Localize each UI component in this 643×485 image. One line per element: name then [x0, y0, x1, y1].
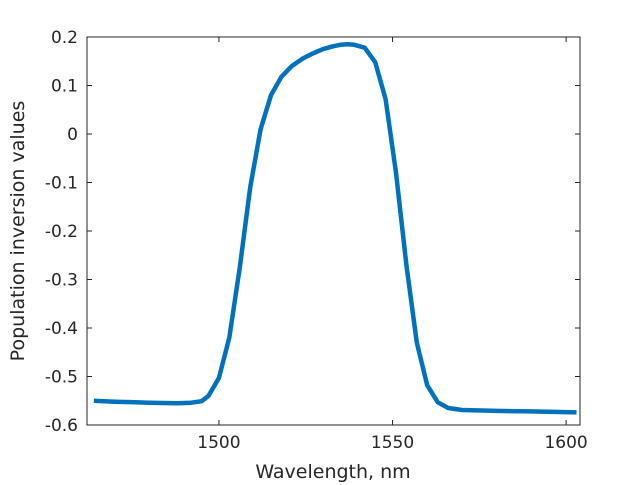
y-tick-label: 0.2 — [51, 28, 78, 48]
y-tick-label: -0.5 — [45, 368, 78, 388]
y-tick-label: -0.6 — [45, 416, 78, 436]
y-tick-label: 0.1 — [51, 77, 78, 97]
y-tick-label: -0.3 — [45, 271, 78, 291]
x-axis-label: Wavelength, nm — [255, 461, 410, 483]
y-tick-label: -0.4 — [45, 319, 78, 339]
x-tick-label: 1600 — [544, 433, 587, 453]
y-tick-label: -0.1 — [45, 174, 78, 194]
y-tick-label: 0 — [67, 125, 78, 145]
y-axis-label: Population inversion values — [7, 101, 29, 362]
y-tick-label: -0.2 — [45, 222, 78, 242]
series-line — [93, 42, 577, 415]
x-tick-label: 1500 — [197, 433, 240, 453]
x-tick-label: 1550 — [371, 433, 414, 453]
plot-area-frame — [86, 36, 581, 426]
